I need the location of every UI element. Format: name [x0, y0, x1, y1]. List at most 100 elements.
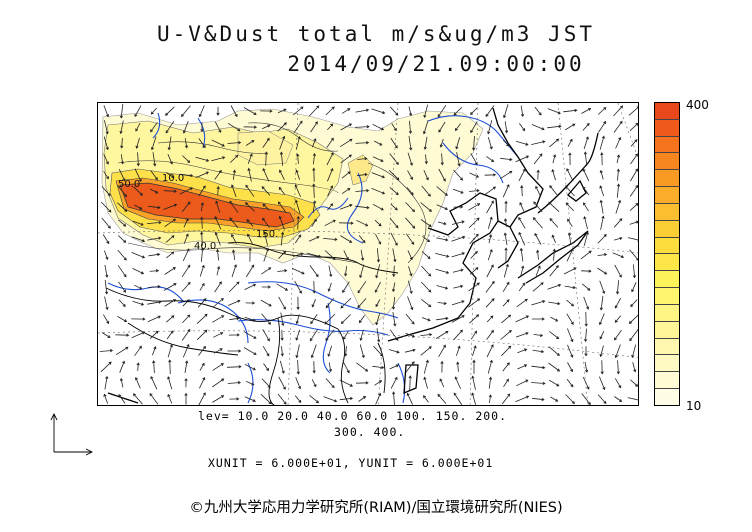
- color-scale-step: [655, 103, 679, 120]
- wind-arrow: [597, 267, 608, 275]
- wind-arrow: [487, 359, 493, 374]
- map-title: U-V&Dust total m/s&ug/m3 JST: [156, 22, 595, 46]
- wind-arrow: [294, 395, 302, 403]
- wind-arrow: [312, 152, 317, 165]
- wind-arrow: [502, 139, 510, 147]
- wind-arrow: [598, 120, 607, 133]
- wind-arrow: [436, 316, 449, 321]
- wind-arrow: [280, 346, 284, 357]
- wind-arrow: [263, 363, 269, 372]
- wind-arrow: [469, 172, 480, 178]
- wind-arrow: [469, 267, 479, 275]
- wind-arrow: [120, 137, 124, 149]
- wind-arrow: [341, 108, 351, 114]
- wind-arrow: [149, 393, 159, 405]
- wind-arrow: [231, 249, 236, 260]
- wind-arrow: [389, 364, 400, 370]
- wind-arrow: [135, 137, 140, 149]
- wind-arrow: [354, 125, 370, 129]
- wind-arrow: [534, 106, 542, 116]
- wind-arrow: [228, 333, 240, 337]
- wind-arrow: [165, 315, 175, 323]
- wind-arrow: [262, 328, 270, 342]
- wind-arrow: [599, 169, 604, 180]
- wind-arrow: [548, 346, 560, 356]
- wind-arrow: [295, 329, 301, 341]
- wind-arrow: [453, 329, 463, 341]
- wind-arrow: [244, 396, 256, 402]
- wind-arrow: [615, 136, 622, 149]
- wind-arrow: [485, 105, 495, 118]
- wind-arrow: [420, 219, 432, 227]
- wind-arrow: [152, 346, 157, 356]
- wind-arrow: [372, 365, 385, 370]
- wind-arrow: [340, 235, 353, 243]
- wind-arrow: [196, 329, 208, 341]
- wind-arrow: [247, 233, 253, 244]
- wind-arrow: [101, 332, 111, 338]
- wind-arrow: [117, 265, 127, 278]
- wind-arrow: [199, 362, 205, 371]
- wind-arrow: [179, 187, 194, 195]
- wind-arrow: [630, 379, 638, 387]
- wind-arrow: [104, 120, 109, 135]
- wind-arrow: [307, 253, 322, 258]
- wind-arrow: [277, 269, 288, 273]
- wind-arrow: [261, 267, 272, 275]
- wind-arrow: [599, 330, 605, 340]
- wind-arrow: [407, 250, 413, 261]
- wind-arrow: [117, 185, 127, 198]
- wind-arrow: [312, 361, 316, 374]
- wind-arrow: [262, 167, 270, 182]
- wind-arrow: [340, 297, 352, 309]
- wind-arrow: [630, 139, 638, 147]
- wind-arrow: [324, 219, 336, 227]
- wind-arrow: [355, 108, 370, 113]
- wind-arrow: [616, 154, 621, 164]
- vector-unit: XUNIT = 6.000E+01, YUNIT = 6.000E+01: [208, 456, 494, 470]
- wind-arrow: [164, 218, 177, 228]
- wind-arrow: [165, 120, 175, 134]
- wind-arrow: [244, 283, 257, 290]
- wind-arrow: [279, 151, 284, 166]
- wind-arrow: [552, 154, 557, 164]
- wind-arrow: [583, 151, 588, 166]
- wind-arrow: [311, 299, 316, 308]
- wind-arrow: [342, 281, 350, 294]
- wind-arrow: [181, 328, 191, 341]
- wind-arrow: [451, 220, 465, 225]
- wind-arrow: [182, 314, 191, 324]
- wind-vectors: [99, 104, 638, 405]
- wind-arrow: [308, 105, 320, 117]
- wind-arrow: [420, 281, 432, 293]
- wind-arrow: [167, 136, 172, 151]
- wind-arrow: [310, 121, 318, 133]
- wind-arrow: [327, 185, 334, 197]
- wind-arrow: [531, 140, 546, 145]
- wind-arrow: [455, 137, 461, 150]
- contour-label: 10.0: [162, 173, 184, 184]
- color-scale-step: [655, 136, 679, 154]
- wind-arrow: [136, 362, 140, 372]
- wind-arrow: [549, 185, 559, 197]
- wind-arrow: [531, 381, 546, 386]
- wind-arrow: [599, 296, 604, 311]
- map-timestamp: 2014/09/21.09:00:00: [287, 52, 585, 76]
- wind-arrow: [325, 378, 335, 389]
- wind-arrow: [390, 137, 398, 149]
- wind-arrow: [119, 377, 124, 388]
- wind-arrow: [200, 247, 205, 262]
- wind-arrow: [243, 107, 257, 115]
- wind-arrow: [212, 363, 224, 371]
- axis-indicator: [50, 412, 94, 456]
- wind-arrow: [326, 137, 334, 148]
- wind-arrow: [499, 170, 513, 180]
- wind-arrow: [488, 376, 493, 389]
- wind-arrow: [564, 123, 576, 131]
- wind-arrow: [451, 235, 466, 242]
- wind-arrow: [181, 264, 191, 278]
- wind-arrow: [423, 136, 428, 150]
- wind-arrow: [101, 217, 111, 229]
- wind-arrow: [440, 153, 444, 166]
- wind-arrow: [262, 217, 270, 228]
